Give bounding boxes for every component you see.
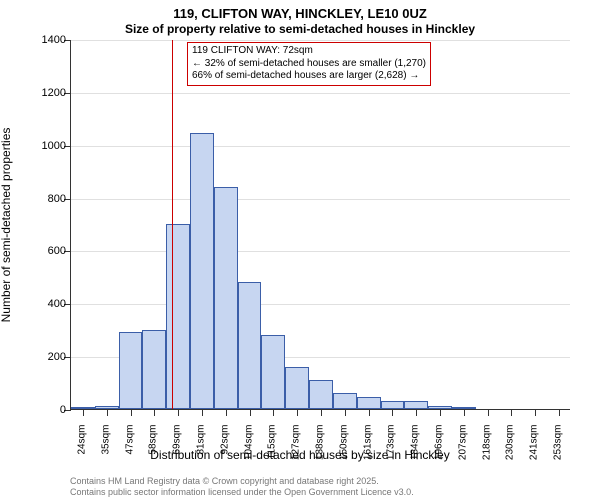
histogram-bar <box>309 380 333 409</box>
x-tick <box>83 409 84 416</box>
x-tick-label: 127sqm <box>291 425 302 465</box>
histogram-bar <box>404 401 428 409</box>
histogram-bar <box>381 401 405 409</box>
x-tick-label: 184sqm <box>410 425 421 465</box>
x-tick-label: 218sqm <box>481 425 492 465</box>
x-tick-label: 47sqm <box>124 425 135 465</box>
x-tick <box>107 409 108 416</box>
x-tick-label: 81sqm <box>195 425 206 465</box>
x-tick-label: 35sqm <box>100 425 111 465</box>
grid-line <box>71 199 570 200</box>
histogram-bar <box>357 397 381 409</box>
x-tick-label: 230sqm <box>505 425 516 465</box>
x-tick <box>559 409 560 416</box>
x-tick <box>250 409 251 416</box>
x-tick <box>226 409 227 416</box>
x-tick-label: 58sqm <box>148 425 159 465</box>
x-tick-label: 253sqm <box>553 425 564 465</box>
x-tick-label: 241sqm <box>529 425 540 465</box>
histogram-bar <box>166 224 190 409</box>
x-tick <box>488 409 489 416</box>
x-tick <box>178 409 179 416</box>
y-tick-label: 800 <box>26 193 66 205</box>
x-tick-label: 196sqm <box>434 425 445 465</box>
marker-line <box>172 40 173 409</box>
y-tick-label: 200 <box>26 351 66 363</box>
histogram-bar <box>142 330 166 409</box>
chart-title-sub: Size of property relative to semi-detach… <box>0 22 600 36</box>
x-tick <box>154 409 155 416</box>
x-tick-label: 104sqm <box>243 425 254 465</box>
annotation-line-2: ← 32% of semi-detached houses are smalle… <box>192 58 426 71</box>
attribution-line-2: Contains public sector information licen… <box>70 487 414 498</box>
annotation-line-1: 119 CLIFTON WAY: 72sqm <box>192 45 426 58</box>
chart-title-main: 119, CLIFTON WAY, HINCKLEY, LE10 0UZ <box>0 6 600 21</box>
grid-line <box>71 304 570 305</box>
histogram-bar <box>119 332 143 409</box>
x-tick <box>392 409 393 416</box>
x-tick <box>273 409 274 416</box>
histogram-bar <box>214 187 238 409</box>
x-tick <box>416 409 417 416</box>
y-tick-label: 1200 <box>26 87 66 99</box>
y-tick-label: 0 <box>26 404 66 416</box>
grid-line <box>71 251 570 252</box>
y-tick-label: 1000 <box>26 140 66 152</box>
x-tick-label: 161sqm <box>362 425 373 465</box>
attribution: Contains HM Land Registry data © Crown c… <box>70 476 414 498</box>
x-tick <box>297 409 298 416</box>
x-tick-label: 138sqm <box>315 425 326 465</box>
x-tick-label: 150sqm <box>338 425 349 465</box>
x-tick-label: 207sqm <box>457 425 468 465</box>
x-tick <box>440 409 441 416</box>
x-tick <box>345 409 346 416</box>
x-tick <box>202 409 203 416</box>
histogram-bar <box>238 282 262 409</box>
annotation-box: 119 CLIFTON WAY: 72sqm ← 32% of semi-det… <box>187 42 431 86</box>
y-tick-label: 400 <box>26 298 66 310</box>
y-tick-label: 600 <box>26 245 66 257</box>
grid-line <box>71 146 570 147</box>
histogram-bar <box>333 393 357 409</box>
x-tick-label: 69sqm <box>172 425 183 465</box>
attribution-line-1: Contains HM Land Registry data © Crown c… <box>70 476 414 487</box>
x-tick <box>464 409 465 416</box>
y-axis-label: Number of semi-detached properties <box>0 128 13 323</box>
x-tick <box>131 409 132 416</box>
x-tick <box>535 409 536 416</box>
x-tick-label: 115sqm <box>267 425 278 465</box>
x-tick-label: 92sqm <box>219 425 230 465</box>
grid-line <box>71 40 570 41</box>
x-tick <box>321 409 322 416</box>
x-tick <box>511 409 512 416</box>
x-tick <box>369 409 370 416</box>
histogram-bar <box>285 367 309 409</box>
histogram-bar <box>261 335 285 409</box>
y-tick-label: 1400 <box>26 34 66 46</box>
histogram-bar <box>190 133 214 409</box>
grid-line <box>71 93 570 94</box>
plot-area: 119 CLIFTON WAY: 72sqm ← 32% of semi-det… <box>70 40 570 410</box>
x-tick-label: 173sqm <box>386 425 397 465</box>
x-tick-label: 24sqm <box>76 425 87 465</box>
annotation-line-3: 66% of semi-detached houses are larger (… <box>192 70 426 83</box>
